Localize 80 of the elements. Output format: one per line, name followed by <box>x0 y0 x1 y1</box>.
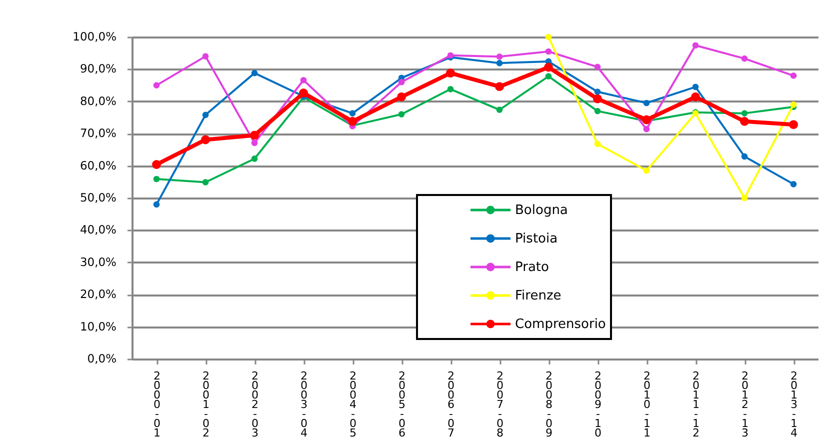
point <box>349 110 356 116</box>
point <box>202 53 209 60</box>
point <box>251 70 258 76</box>
x-tick-label: 2006-07 <box>448 370 454 440</box>
point <box>594 108 601 114</box>
point <box>741 153 748 160</box>
point <box>741 110 748 116</box>
x-tick-label: 2003-04 <box>300 370 308 440</box>
y-tick-label: 30,0% <box>80 254 117 269</box>
y-tick-label: 70,0% <box>80 126 117 140</box>
legend-label: Bologna <box>515 203 568 218</box>
legend-label: Comprensorio <box>515 317 606 332</box>
x-tick-label: 2011-12 <box>692 370 700 440</box>
point <box>201 135 210 144</box>
y-tick-label: 80,0% <box>80 94 117 108</box>
point <box>398 111 405 118</box>
point <box>496 53 503 60</box>
point <box>299 88 308 98</box>
point <box>790 101 797 108</box>
point <box>544 62 553 72</box>
point <box>789 120 798 130</box>
point <box>153 82 160 88</box>
point <box>250 130 259 140</box>
x-tick-label: 2009-10 <box>594 370 602 440</box>
point <box>545 48 552 55</box>
point <box>594 64 601 70</box>
legend-label: Prato <box>515 260 550 275</box>
x-tick-label: 2007-08 <box>496 370 504 440</box>
x-tick-label: 2002-03 <box>252 370 258 440</box>
y-tick-label: 40,0% <box>80 222 117 237</box>
y-tick-label: 60,0% <box>80 158 117 172</box>
point <box>594 140 601 148</box>
point <box>741 194 748 202</box>
x-tick-label: 2000-01 <box>154 370 160 440</box>
point <box>692 42 699 49</box>
point <box>496 60 503 66</box>
point <box>741 55 748 62</box>
point <box>153 176 160 182</box>
y-tick-label: 90,0% <box>80 62 117 76</box>
y-tick-label: 20,0% <box>80 287 117 302</box>
legend-label: Pistoia <box>515 232 558 246</box>
y-tick-label: 0,0% <box>87 352 117 366</box>
point <box>642 115 651 124</box>
x-tick-label: 2012-13 <box>742 370 748 440</box>
point <box>495 82 504 92</box>
point <box>202 179 209 186</box>
point <box>348 116 357 126</box>
point <box>790 72 797 79</box>
y-tick-label: 10,0% <box>80 319 117 334</box>
point <box>593 94 602 104</box>
y-tick-label: 50,0% <box>80 190 117 204</box>
point <box>202 112 209 118</box>
point <box>740 116 749 126</box>
legend-label: Firenze <box>515 288 562 304</box>
point <box>594 88 601 95</box>
point <box>692 84 699 90</box>
point <box>790 181 797 188</box>
point <box>152 160 161 169</box>
point <box>446 68 455 78</box>
point <box>300 76 307 84</box>
point <box>153 201 160 208</box>
point <box>643 167 650 174</box>
point <box>643 126 650 132</box>
x-tick-label: 2005-06 <box>398 370 406 440</box>
point <box>397 92 406 102</box>
point <box>691 92 700 102</box>
y-tick-label: 100,0% <box>72 30 117 44</box>
point <box>545 73 552 80</box>
point <box>545 34 552 40</box>
point <box>251 156 258 162</box>
point <box>643 100 650 106</box>
point <box>398 78 405 86</box>
point <box>251 140 258 146</box>
x-tick-label: 2013-14 <box>790 370 798 440</box>
point <box>447 86 454 92</box>
x-tick-label: 2004-05 <box>350 370 356 440</box>
x-tick-label: 2008-09 <box>546 370 552 440</box>
x-tick-label: 2001-02 <box>202 370 210 440</box>
point <box>496 106 503 113</box>
x-tick-label: 2010-11 <box>644 370 650 440</box>
